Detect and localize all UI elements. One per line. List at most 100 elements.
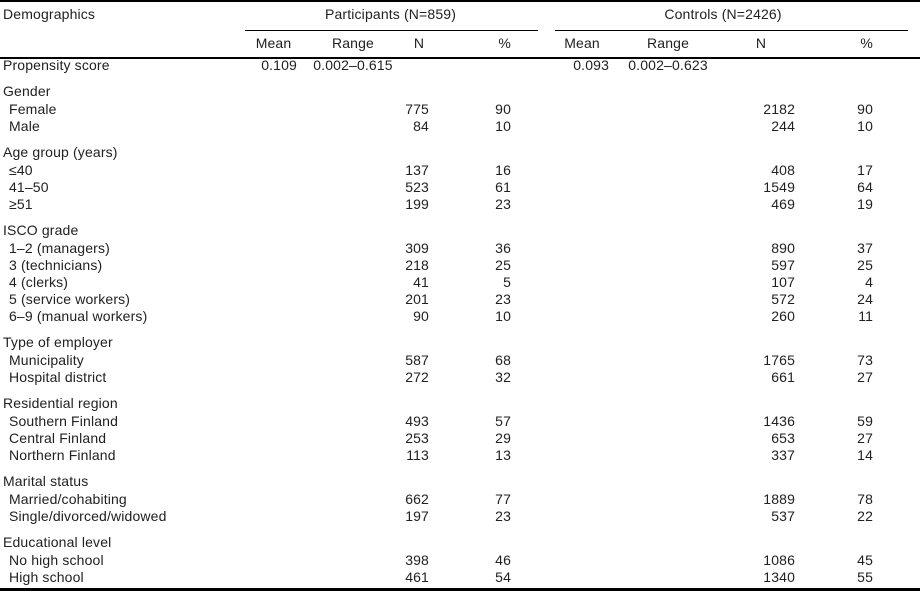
row-tail xyxy=(878,569,920,586)
cell-controls-range xyxy=(614,274,722,291)
row-tail xyxy=(878,101,920,118)
cell-participants-pct: 23 xyxy=(495,508,512,525)
cell-participants-mean xyxy=(245,308,302,325)
cell-controls-pct: 19 xyxy=(857,196,874,213)
cell-controls-range xyxy=(614,240,722,257)
cell-controls-range xyxy=(614,118,722,135)
row-label: No high school xyxy=(9,552,104,569)
cell-participants-range xyxy=(302,291,404,308)
cell-participants-n: 272 xyxy=(405,369,429,386)
title-column-header: Demographics xyxy=(3,6,96,23)
column-gap xyxy=(516,369,550,386)
cell-participants-n: 218 xyxy=(405,257,429,274)
cell-participants-pct: 25 xyxy=(495,257,512,274)
cell-controls-n: 1765 xyxy=(763,352,796,369)
row-label: 41–50 xyxy=(9,179,49,196)
cell-controls-range xyxy=(614,430,722,447)
cell-controls-mean xyxy=(550,352,614,369)
cell-participants-mean xyxy=(245,447,302,464)
cell-participants-n: 587 xyxy=(405,352,429,369)
row-label: Hospital district xyxy=(9,369,107,386)
row-tail xyxy=(878,57,920,74)
column-gap xyxy=(516,57,550,74)
cell-participants-range xyxy=(302,491,404,508)
cell-participants-mean xyxy=(245,118,302,135)
row-label: Central Finland xyxy=(9,430,107,447)
row-label: Married/cohabiting xyxy=(9,491,127,508)
cell-controls-mean xyxy=(550,369,614,386)
row-label: Single/divorced/widowed xyxy=(9,508,167,525)
row-tail xyxy=(878,29,920,57)
cell-controls-pct: 73 xyxy=(857,352,874,369)
section-row: Educational level xyxy=(0,525,920,552)
column-gap xyxy=(516,569,550,586)
cell-controls-mean xyxy=(550,308,614,325)
cell-controls-pct: 17 xyxy=(857,162,874,179)
column-gap xyxy=(516,308,550,325)
section-label: Age group (years) xyxy=(3,144,118,161)
row-tail xyxy=(878,352,920,369)
table-row: High school 461 54 1340 55 xyxy=(0,569,920,586)
cell-controls-n: 1086 xyxy=(763,552,796,569)
cell-participants-n: 137 xyxy=(405,162,429,179)
row-tail xyxy=(878,308,920,325)
section-label: Residential region xyxy=(3,395,118,412)
table-row: Married/cohabiting 662 77 1889 78 xyxy=(0,491,920,508)
cell-controls-mean xyxy=(550,552,614,569)
cell-controls-mean xyxy=(550,569,614,586)
column-gap xyxy=(516,101,550,118)
cell-participants-pct: 32 xyxy=(495,369,512,386)
table-row: 5 (service workers) 201 23 572 24 xyxy=(0,291,920,308)
col-header-controls-range: Range xyxy=(647,34,690,51)
group-header-participants: Participants (N=859) xyxy=(325,6,457,23)
cell-participants-pct: 77 xyxy=(495,491,512,508)
cell-participants-range xyxy=(302,196,404,213)
cell-controls-mean xyxy=(550,179,614,196)
column-gap xyxy=(516,162,550,179)
cell-controls-pct: 90 xyxy=(857,101,874,118)
section-label: ISCO grade xyxy=(3,222,79,239)
cell-controls-range: 0.002–0.623 xyxy=(628,57,708,74)
column-gap xyxy=(516,413,550,430)
group-header-controls: Controls (N=2426) xyxy=(664,6,782,23)
col-header-participants-pct: % xyxy=(498,34,512,51)
table-row: 6–9 (manual workers) 90 10 260 11 xyxy=(0,308,920,325)
row-tail xyxy=(878,240,920,257)
row-label: 3 (technicians) xyxy=(9,257,103,274)
cell-controls-n: 661 xyxy=(771,369,796,386)
section-row: Marital status xyxy=(0,464,920,491)
cell-participants-n: 201 xyxy=(405,291,429,308)
table-row: Single/divorced/widowed 197 23 537 22 xyxy=(0,508,920,525)
section-row: Age group (years) xyxy=(0,135,920,162)
cell-participants-range xyxy=(302,162,404,179)
row-tail xyxy=(878,274,920,291)
cell-controls-n: 890 xyxy=(771,240,796,257)
cell-controls-n: 260 xyxy=(771,308,796,325)
column-gap xyxy=(516,447,550,464)
cell-controls-mean xyxy=(550,430,614,447)
col-header-controls-n: N xyxy=(755,34,767,51)
cell-controls-mean xyxy=(550,274,614,291)
section-row: Residential region xyxy=(0,386,920,413)
cell-participants-mean xyxy=(245,240,302,257)
cell-controls-n: 1889 xyxy=(763,491,796,508)
row-tail xyxy=(878,430,920,447)
cell-participants-n: 775 xyxy=(405,101,429,118)
row-tail xyxy=(878,162,920,179)
cell-participants-range xyxy=(302,430,404,447)
cell-controls-range xyxy=(614,101,722,118)
cell-participants-range xyxy=(302,569,404,586)
row-tail xyxy=(878,118,920,135)
cell-controls-range xyxy=(614,508,722,525)
cell-participants-range xyxy=(302,552,404,569)
cell-controls-pct: 22 xyxy=(857,508,874,525)
row-label: 4 (clerks) xyxy=(9,274,69,291)
cell-controls-pct: 64 xyxy=(857,179,874,196)
column-gap xyxy=(516,491,550,508)
row-tail xyxy=(878,0,920,29)
cell-participants-n: 398 xyxy=(405,552,429,569)
cell-participants-n: 41 xyxy=(413,274,429,291)
cell-participants-n: 253 xyxy=(405,430,429,447)
cell-participants-n: 90 xyxy=(413,308,429,325)
